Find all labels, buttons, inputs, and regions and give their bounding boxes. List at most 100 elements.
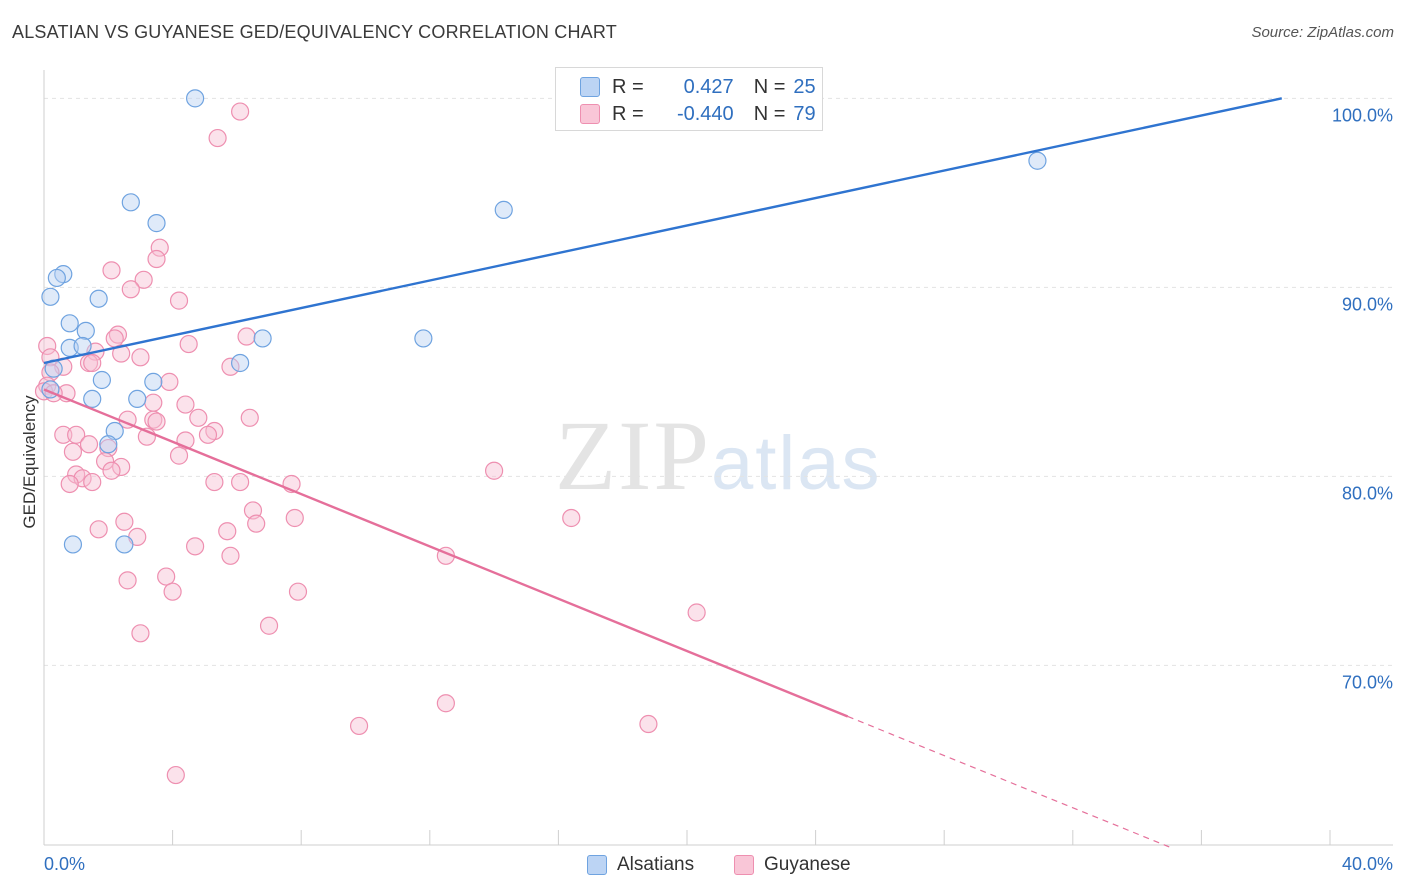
alsatians-points <box>41 89 1047 554</box>
legend-n-label: N = <box>753 102 786 125</box>
y-tick-label: 70.0% <box>1342 672 1393 692</box>
guyanese-point <box>112 457 131 477</box>
alsatians-point <box>41 287 60 306</box>
guyanese-point <box>208 128 227 148</box>
guyanese-point <box>639 714 658 734</box>
guyanese-point <box>60 474 79 494</box>
guyanese-point <box>147 412 166 431</box>
guyanese-point <box>285 508 304 528</box>
guyanese-point <box>144 410 163 429</box>
guyanese-point <box>147 249 166 269</box>
watermark-zip: ZIP <box>555 400 711 511</box>
alsatians-point <box>231 353 250 373</box>
alsatians-point <box>186 89 205 108</box>
guyanese-point <box>79 435 99 454</box>
alsatians-point <box>99 435 118 454</box>
guyanese-point <box>160 372 179 391</box>
guyanese-trend-extension <box>847 715 1170 848</box>
alsatians-point <box>121 193 140 212</box>
x-tick-label: 40.0% <box>1342 854 1393 874</box>
alsatians-point <box>89 289 108 308</box>
guyanese-point <box>83 353 102 373</box>
guyanese-point <box>163 582 182 601</box>
guyanese-point <box>221 357 240 376</box>
guyanese-point <box>121 280 140 299</box>
guyanese-point <box>205 472 224 492</box>
alsatians-trend-line <box>43 97 1283 365</box>
bottom-legend-swatch-guyanese <box>734 855 754 875</box>
alsatians-point <box>73 336 92 356</box>
alsatians-point <box>144 372 163 391</box>
guyanese-point <box>169 291 189 310</box>
legend-row-alsatians: R = 0.427 N = 25 <box>580 74 816 100</box>
guyanese-point <box>131 624 150 643</box>
guyanese-point <box>118 571 137 590</box>
guyanese-point <box>105 329 124 348</box>
alsatians-point <box>494 200 513 219</box>
alsatians-point <box>76 321 95 340</box>
alsatians-point <box>92 370 111 390</box>
guyanese-point <box>179 334 198 354</box>
guyanese-point <box>349 716 369 736</box>
y-tick-labels: 70.0% 80.0% 90.0% 100.0% <box>1332 105 1393 692</box>
source-label: Source: ZipAtlas.com <box>1251 24 1394 41</box>
guyanese-point <box>83 472 102 492</box>
y-axis-label: GED/Equivalency <box>20 395 39 529</box>
guyanese-point <box>189 408 208 427</box>
watermark: ZIPatlas <box>555 398 882 513</box>
guyanese-point <box>221 546 240 565</box>
trend-lines <box>43 97 1283 848</box>
guyanese-point <box>134 270 153 289</box>
guyanese-trend-line <box>43 388 849 718</box>
y-tick-label: 90.0% <box>1342 294 1393 314</box>
y-tick-label: 80.0% <box>1342 483 1393 503</box>
alsatians-point <box>60 314 79 333</box>
bottom-legend-label-alsatians: Alsatians <box>617 854 695 875</box>
guyanese-point <box>131 348 150 367</box>
bottom-legend-alsatians: Alsatians <box>587 852 694 878</box>
guyanese-point <box>485 461 504 480</box>
guyanese-point <box>231 472 250 492</box>
guyanese-point <box>218 522 237 541</box>
guyanese-point <box>112 344 131 363</box>
alsatians-point <box>253 329 272 348</box>
watermark-atlas: atlas <box>711 421 882 506</box>
bottom-legend-guyanese: Guyanese <box>734 852 851 878</box>
y-tick-label: 100.0% <box>1332 105 1393 125</box>
grid-lines <box>44 97 1393 666</box>
guyanese-point <box>237 327 256 346</box>
guyanese-point <box>436 694 455 713</box>
alsatians-point <box>83 389 102 409</box>
guyanese-point <box>231 102 250 121</box>
legend-n-value: 79 <box>793 102 816 125</box>
guyanese-point <box>687 603 706 622</box>
guyanese-point <box>198 425 218 444</box>
guyanese-point <box>176 395 195 414</box>
legend-n-value: 25 <box>793 75 816 98</box>
guyanese-point <box>144 393 163 412</box>
guyanese-point <box>288 582 308 601</box>
legend-r-value: -0.440 <box>676 102 734 125</box>
alsatians-point <box>414 329 433 348</box>
x-tick-labels: 0.0% 40.0% <box>44 854 1393 874</box>
alsatians-point <box>128 389 147 409</box>
legend-row-guyanese: R = -0.440 N = 79 <box>580 101 816 127</box>
alsatians-point <box>115 535 134 554</box>
guyanese-point <box>38 336 57 356</box>
legend-r-value: 0.427 <box>683 75 734 98</box>
guyanese-point <box>157 567 176 586</box>
guyanese-point <box>150 238 169 257</box>
guyanese-point <box>169 446 189 465</box>
bottom-legend-swatch-alsatians <box>587 855 607 875</box>
guyanese-point <box>186 537 205 556</box>
guyanese-point <box>562 508 581 528</box>
chart-title: ALSATIAN VS GUYANESE GED/EQUIVALENCY COR… <box>12 22 617 42</box>
axes <box>43 70 1393 846</box>
alsatians-point <box>1028 151 1047 170</box>
alsatians-point <box>47 268 66 288</box>
legend-r-label: R = <box>612 75 644 98</box>
correlation-legend: R = 0.427 N = 25 R = -0.440 N = 79 <box>555 67 823 131</box>
guyanese-point <box>54 425 73 444</box>
guyanese-point <box>259 616 279 635</box>
